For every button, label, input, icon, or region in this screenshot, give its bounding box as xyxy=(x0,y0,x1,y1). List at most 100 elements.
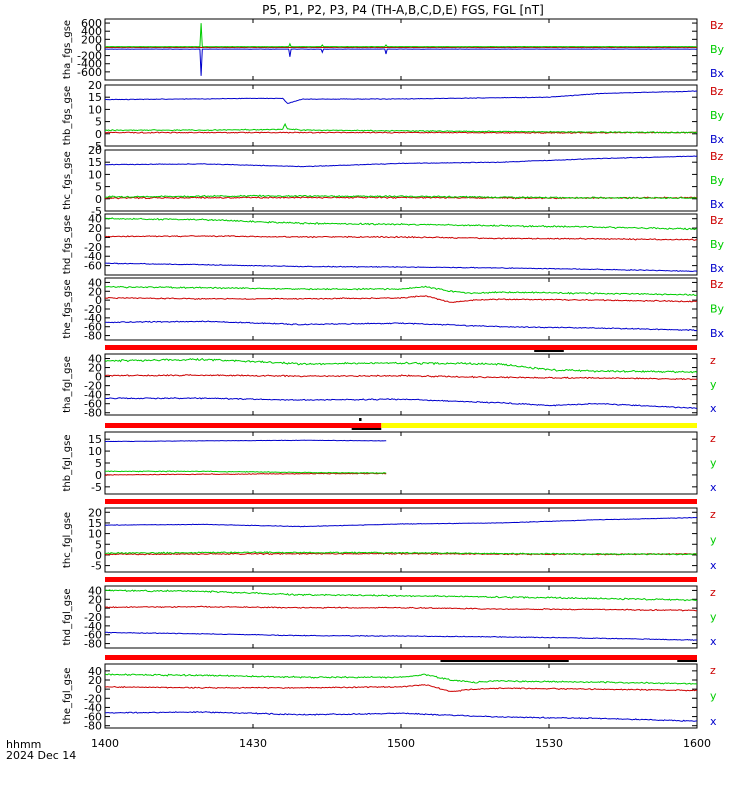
ytick-label: 20 xyxy=(88,362,102,375)
ylabel: tha_fgl_gse xyxy=(62,356,73,413)
legend-entry: Bz xyxy=(710,85,724,98)
panel-frame xyxy=(104,507,698,573)
status-bar xyxy=(440,660,569,662)
legend-entry: x xyxy=(710,635,717,648)
legend-entry: Bx xyxy=(710,262,725,275)
ytick-label: -80 xyxy=(84,638,102,651)
status-bar xyxy=(105,499,697,504)
ytick-label: -40 xyxy=(84,312,102,325)
legend-entry: x xyxy=(710,559,717,572)
ytick-label: 0 xyxy=(95,128,102,141)
ytick-label: 10 xyxy=(88,103,102,116)
legend-entry: Bx xyxy=(710,327,725,340)
ytick-label: -40 xyxy=(84,389,102,402)
time-axis: 1400 1430 1500 1530 1600 xyxy=(91,737,711,750)
series-line-z xyxy=(105,472,387,476)
series-line-Bz xyxy=(105,235,697,241)
ytick-label: -60 xyxy=(84,321,102,334)
ytick-label: 40 xyxy=(88,584,102,597)
ytick-label: -20 xyxy=(84,380,102,393)
ytick-label: 20 xyxy=(88,79,102,92)
ytick-label: -5 xyxy=(91,481,102,494)
ytick-label: -80 xyxy=(84,720,102,733)
legend-entry: z xyxy=(710,664,716,677)
legend-entry: y xyxy=(710,611,717,624)
ytick-label: 0 xyxy=(95,683,102,696)
ylabel: thb_fgs_gse xyxy=(62,86,73,145)
ytick-label: 0 xyxy=(95,602,102,615)
ytick-label: 0 xyxy=(95,469,102,482)
status-bar xyxy=(105,345,697,350)
ytick-label: 5 xyxy=(95,538,102,551)
ytick-label: 0 xyxy=(95,231,102,244)
ytick-label: 15 xyxy=(88,517,102,530)
series-line-x xyxy=(105,397,697,409)
ytick-label: -40 xyxy=(84,620,102,633)
ytick-label: -600 xyxy=(77,66,102,79)
legend-entry: z xyxy=(710,432,716,445)
series-line-Bx xyxy=(105,262,697,273)
ytick-label: 400 xyxy=(81,25,102,38)
series-line-y xyxy=(105,589,697,602)
xtick-label: 1400 xyxy=(91,737,119,750)
ytick-label: -20 xyxy=(84,611,102,624)
ytick-label: -400 xyxy=(77,58,102,71)
series-line-y xyxy=(105,357,697,374)
ytick-label: 10 xyxy=(88,168,102,181)
ytick-label: -80 xyxy=(84,330,102,343)
ylabel: tha_fgs_gse xyxy=(62,20,73,79)
legend-entry: By xyxy=(710,238,725,251)
time-axis-date-label: 2024 Dec 14 xyxy=(6,749,76,762)
ytick-label: -60 xyxy=(84,398,102,411)
legend-entry: y xyxy=(710,457,717,470)
ytick-label: 40 xyxy=(88,353,102,366)
legend-entry: Bz xyxy=(710,278,724,291)
ytick-label: -5 xyxy=(91,560,102,573)
ytick-label: 15 xyxy=(88,433,102,446)
panel-frame xyxy=(104,84,698,147)
ylabel: thd_fgs_gse xyxy=(62,215,73,274)
legend-entry: By xyxy=(710,303,725,316)
ytick-label: 0 xyxy=(95,294,102,307)
ytick-label: 0 xyxy=(95,41,102,54)
status-bar xyxy=(105,577,697,582)
ytick-label: 15 xyxy=(88,91,102,104)
series-line-By xyxy=(105,194,697,200)
series-line-By xyxy=(105,122,697,134)
ytick-label: 40 xyxy=(88,213,102,226)
series-line-Bx xyxy=(105,48,697,76)
ytick-label: -20 xyxy=(84,241,102,254)
xtick-label: 1500 xyxy=(387,737,415,750)
ylabel: thc_fgs_gse xyxy=(62,151,73,210)
ytick-label: 20 xyxy=(88,593,102,606)
status-bar xyxy=(534,350,564,352)
series-line-Bx xyxy=(105,155,697,168)
legend-entry: x xyxy=(710,481,717,494)
ytick-label: 10 xyxy=(88,445,102,458)
legend-entry: x xyxy=(710,402,717,415)
status-bar xyxy=(381,423,697,428)
xtick-label: 1530 xyxy=(535,737,563,750)
ytick-label: 20 xyxy=(88,222,102,235)
legend-entry: y xyxy=(710,533,717,546)
ytick-label: -5 xyxy=(91,205,102,218)
series-line-z xyxy=(105,374,697,381)
legend-entry: By xyxy=(710,43,725,56)
legend-entry: Bx xyxy=(710,133,725,146)
ytick-label: -60 xyxy=(84,711,102,724)
series-line-y xyxy=(105,673,697,685)
status-bar xyxy=(677,660,697,662)
series-line-By xyxy=(105,285,697,296)
ytick-label: 20 xyxy=(88,285,102,298)
ytick-label: -20 xyxy=(84,692,102,705)
ytick-label: 5 xyxy=(95,457,102,470)
ytick-label: 0 xyxy=(95,371,102,384)
legend-entry: Bx xyxy=(710,198,725,211)
status-bar xyxy=(351,428,382,430)
